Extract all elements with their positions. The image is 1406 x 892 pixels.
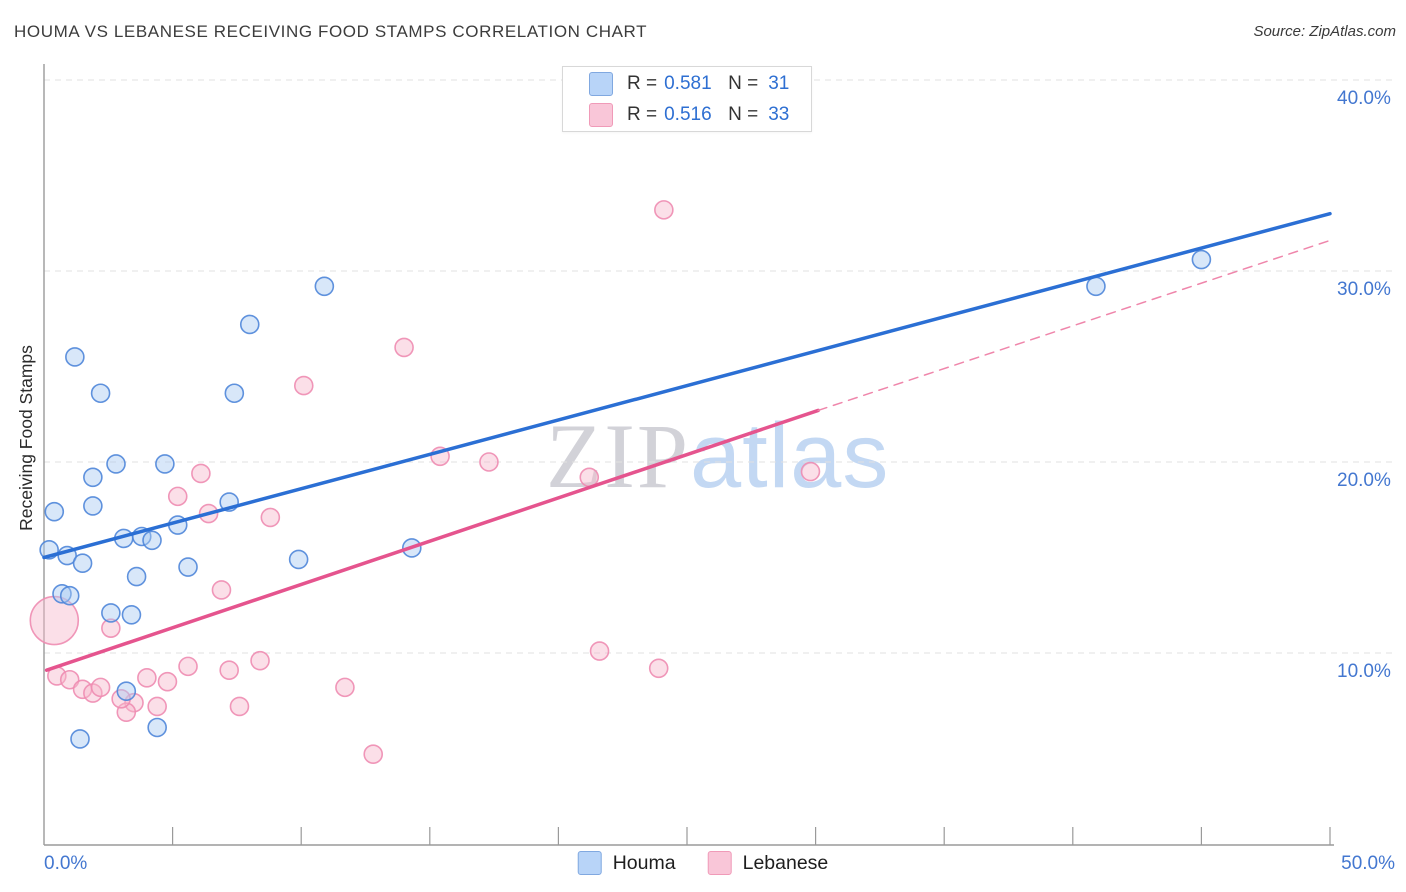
lebanese-color-swatch [589, 102, 613, 127]
r-value-lebanese: 0.516 [664, 103, 712, 125]
watermark-zip-text: ZIP [546, 405, 690, 507]
houma-color-swatch [589, 71, 613, 96]
legend-item-houma: Houma [577, 851, 676, 875]
x-tick-label-0: 0.0% [44, 853, 88, 874]
legend-row-houma: R = 0.581 N = 31 [589, 71, 811, 96]
series-legend: Houma Lebanese [577, 851, 829, 875]
y-tick-label-10: 10.0% [1337, 661, 1391, 682]
n-label: N = [728, 72, 759, 94]
page-title: HOUMA VS LEBANESE RECEIVING FOOD STAMPS … [14, 22, 648, 41]
houma-legend-swatch [577, 851, 602, 875]
source-attribution: Source: ZipAtlas.com [1253, 23, 1396, 40]
houma-legend-label: Houma [612, 851, 676, 874]
r-label: R = [627, 103, 658, 125]
x-tick-label-50: 50.0% [1341, 853, 1395, 874]
n-value-houma: 31 [768, 72, 790, 94]
y-tick-label-30: 30.0% [1337, 279, 1391, 300]
zipatlas-watermark: ZIPatlas [546, 408, 889, 504]
watermark-atlas-text: atlas [690, 405, 890, 507]
r-label: R = [627, 72, 658, 94]
n-label: N = [728, 103, 759, 125]
correlation-legend-box: R = 0.581 N = 31 R = 0.516 N = 33 [562, 66, 812, 132]
y-tick-label-20: 20.0% [1337, 470, 1391, 491]
y-tick-label-40: 40.0% [1337, 88, 1391, 109]
legend-item-lebanese: Lebanese [707, 851, 829, 875]
r-value-houma: 0.581 [664, 72, 712, 94]
legend-row-lebanese: R = 0.516 N = 33 [589, 102, 811, 127]
lebanese-legend-swatch [707, 851, 732, 875]
y-axis-title: Receiving Food Stamps [16, 345, 36, 531]
lebanese-legend-label: Lebanese [742, 851, 829, 874]
n-value-lebanese: 33 [768, 103, 790, 125]
